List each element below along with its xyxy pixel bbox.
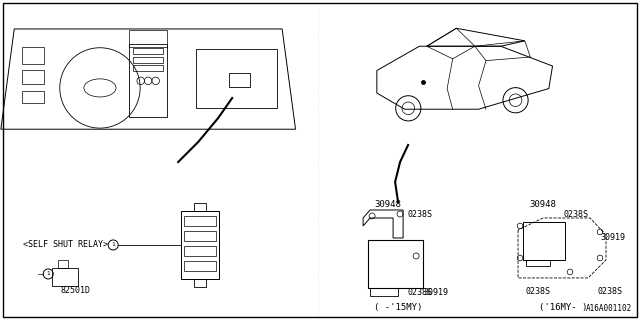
- Bar: [133, 66, 163, 71]
- Text: 30948: 30948: [529, 201, 556, 210]
- Bar: [368, 240, 423, 288]
- Text: 1: 1: [46, 271, 50, 276]
- Text: 1: 1: [111, 243, 115, 247]
- Bar: [184, 231, 216, 241]
- Text: 30919: 30919: [424, 288, 449, 298]
- Text: 82501D: 82501D: [60, 286, 90, 295]
- Bar: [181, 211, 219, 279]
- Text: 30919: 30919: [600, 234, 625, 243]
- Bar: [184, 246, 216, 256]
- Text: 0238S: 0238S: [598, 287, 623, 296]
- Text: 0238S: 0238S: [525, 287, 550, 296]
- Text: 0238S: 0238S: [408, 288, 433, 298]
- Text: A16A001102: A16A001102: [586, 304, 632, 313]
- Bar: [133, 48, 163, 54]
- Bar: [52, 268, 78, 286]
- Text: ( -'15MY): ( -'15MY): [374, 303, 422, 312]
- Bar: [194, 203, 206, 211]
- Bar: [133, 57, 163, 63]
- Bar: [22, 47, 44, 64]
- Bar: [58, 260, 68, 268]
- Bar: [184, 261, 216, 271]
- Bar: [228, 73, 250, 87]
- Bar: [22, 92, 44, 103]
- Bar: [22, 70, 44, 84]
- Text: ('16MY- ): ('16MY- ): [539, 303, 588, 312]
- Bar: [184, 216, 216, 226]
- Text: 30948: 30948: [374, 201, 401, 210]
- Text: <SELF SHUT RELAY>: <SELF SHUT RELAY>: [23, 240, 108, 250]
- Bar: [129, 30, 167, 47]
- Bar: [129, 44, 167, 117]
- Bar: [370, 288, 398, 296]
- Bar: [194, 279, 206, 287]
- Text: 0238S: 0238S: [408, 211, 433, 220]
- Bar: [523, 222, 565, 260]
- Bar: [196, 49, 276, 108]
- Text: 0238S: 0238S: [564, 211, 589, 220]
- Bar: [526, 260, 550, 266]
